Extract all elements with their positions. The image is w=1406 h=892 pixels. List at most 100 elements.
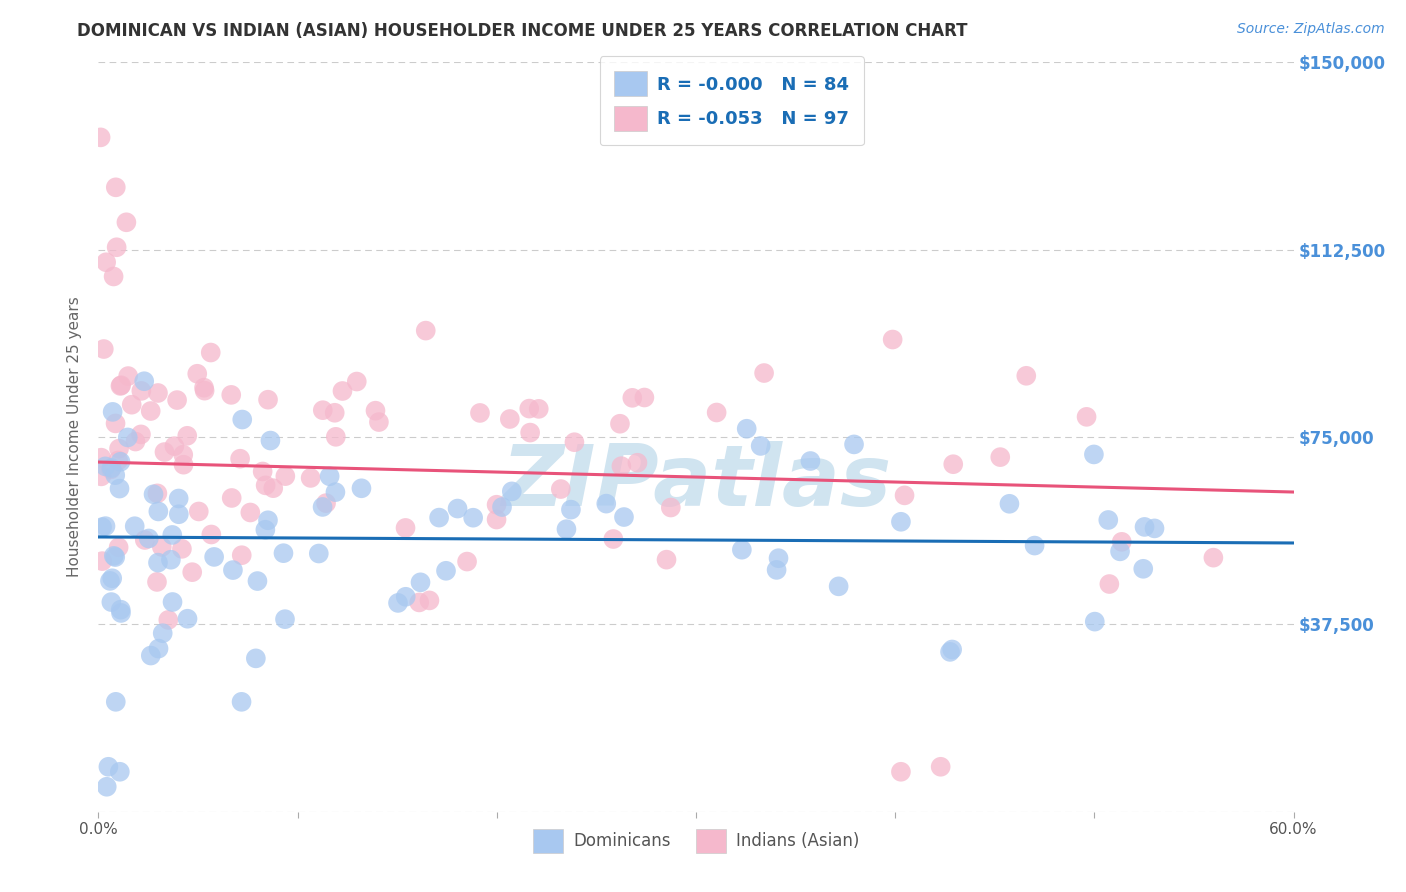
Point bbox=[101, 405, 124, 419]
Point bbox=[176, 429, 198, 443]
Point bbox=[239, 506, 262, 520]
Point bbox=[100, 461, 122, 475]
Point bbox=[350, 481, 373, 495]
Point bbox=[325, 485, 347, 500]
Text: Source: ZipAtlas.com: Source: ZipAtlas.com bbox=[1237, 22, 1385, 37]
Point bbox=[146, 556, 169, 570]
Point bbox=[200, 527, 222, 541]
Point bbox=[456, 555, 478, 569]
Point bbox=[519, 425, 541, 440]
Point bbox=[731, 542, 754, 557]
Point bbox=[138, 532, 160, 546]
Text: ZIPatlas: ZIPatlas bbox=[501, 441, 891, 524]
Point bbox=[274, 612, 297, 626]
Point bbox=[121, 398, 143, 412]
Point bbox=[107, 453, 129, 467]
Point bbox=[315, 496, 337, 510]
Point bbox=[323, 406, 346, 420]
Point bbox=[998, 497, 1021, 511]
Point bbox=[100, 595, 122, 609]
Point bbox=[101, 571, 124, 585]
Point bbox=[167, 508, 190, 522]
Point bbox=[160, 552, 183, 566]
Point bbox=[274, 469, 297, 483]
Point bbox=[98, 574, 121, 588]
Point bbox=[157, 613, 180, 627]
Point bbox=[257, 392, 280, 407]
Point bbox=[108, 764, 131, 779]
Point bbox=[1084, 615, 1107, 629]
Point bbox=[621, 391, 644, 405]
Point bbox=[229, 451, 252, 466]
Point bbox=[633, 391, 655, 405]
Point bbox=[409, 575, 432, 590]
Point bbox=[117, 369, 139, 384]
Point bbox=[988, 450, 1011, 464]
Point bbox=[446, 501, 468, 516]
Point bbox=[90, 130, 112, 145]
Point bbox=[110, 602, 132, 616]
Point bbox=[153, 445, 176, 459]
Point bbox=[501, 484, 523, 499]
Point bbox=[1097, 513, 1119, 527]
Point bbox=[162, 595, 184, 609]
Point bbox=[890, 515, 912, 529]
Point bbox=[842, 437, 865, 451]
Point bbox=[655, 552, 678, 566]
Point bbox=[96, 780, 118, 794]
Point bbox=[91, 520, 114, 534]
Point bbox=[231, 695, 253, 709]
Point bbox=[463, 510, 485, 524]
Point bbox=[1202, 550, 1225, 565]
Point bbox=[252, 465, 274, 479]
Point bbox=[1109, 544, 1132, 558]
Point bbox=[221, 491, 243, 505]
Point bbox=[299, 471, 322, 485]
Point bbox=[418, 593, 440, 607]
Point bbox=[194, 384, 217, 398]
Point bbox=[364, 403, 387, 417]
Point bbox=[245, 651, 267, 665]
Point bbox=[103, 269, 125, 284]
Point bbox=[96, 255, 118, 269]
Point bbox=[659, 500, 682, 515]
Point bbox=[318, 469, 340, 483]
Point bbox=[124, 519, 146, 533]
Point bbox=[387, 596, 409, 610]
Point bbox=[108, 482, 131, 496]
Point bbox=[146, 386, 169, 401]
Point bbox=[100, 462, 122, 476]
Point bbox=[176, 612, 198, 626]
Legend: Dominicans, Indians (Asian): Dominicans, Indians (Asian) bbox=[526, 822, 866, 860]
Point bbox=[117, 430, 139, 444]
Point bbox=[90, 469, 112, 483]
Point bbox=[434, 564, 457, 578]
Point bbox=[890, 764, 912, 779]
Point bbox=[262, 481, 284, 495]
Point bbox=[602, 532, 624, 546]
Point bbox=[1098, 577, 1121, 591]
Point bbox=[222, 563, 245, 577]
Point bbox=[259, 434, 281, 448]
Point bbox=[765, 563, 787, 577]
Point bbox=[929, 760, 952, 774]
Point bbox=[93, 342, 115, 356]
Point bbox=[110, 378, 132, 392]
Point bbox=[257, 513, 280, 527]
Point bbox=[1133, 520, 1156, 534]
Point bbox=[104, 180, 127, 194]
Point bbox=[368, 415, 391, 429]
Point bbox=[148, 504, 170, 518]
Point bbox=[134, 374, 156, 388]
Point bbox=[626, 456, 648, 470]
Point bbox=[941, 642, 963, 657]
Point bbox=[564, 435, 586, 450]
Point bbox=[94, 519, 117, 533]
Point bbox=[749, 439, 772, 453]
Point bbox=[110, 455, 132, 469]
Point bbox=[308, 547, 330, 561]
Point bbox=[134, 533, 156, 547]
Point bbox=[97, 760, 120, 774]
Point bbox=[768, 551, 790, 566]
Point bbox=[231, 548, 253, 562]
